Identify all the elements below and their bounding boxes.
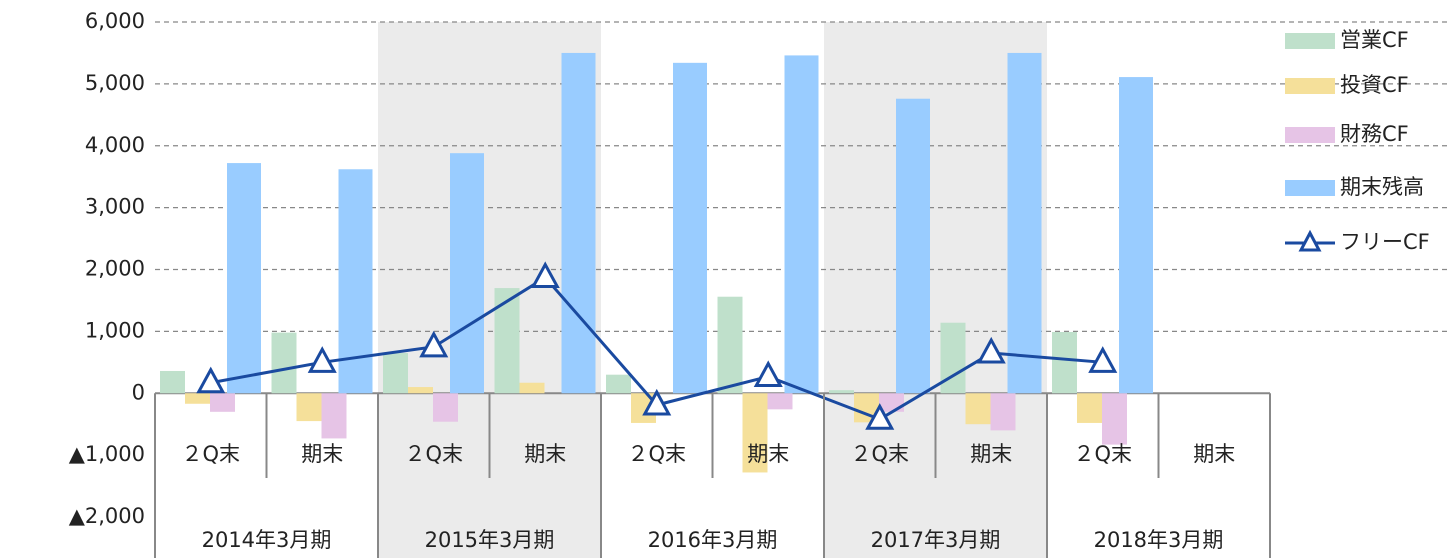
- y-tick-label: 3,000: [85, 195, 145, 219]
- legend-swatch: [1285, 33, 1335, 49]
- bar: [1119, 77, 1153, 394]
- line-marker: [419, 330, 449, 358]
- bar: [1077, 393, 1102, 423]
- group-label: 2017年3月期: [871, 528, 1001, 552]
- bar: [296, 393, 322, 422]
- bar: [965, 393, 991, 425]
- bar: [383, 353, 408, 394]
- bar: [321, 393, 347, 439]
- y-tick-label: 1,000: [85, 318, 145, 342]
- bar: [990, 393, 1016, 431]
- x-tick-label: ２Q末: [627, 442, 686, 466]
- y-tick-label: 6,000: [85, 9, 145, 33]
- bar: [742, 393, 768, 473]
- x-tick-label: ２Q末: [181, 442, 240, 466]
- bar: [896, 98, 930, 394]
- bar: [784, 55, 819, 394]
- line-marker: [642, 388, 672, 416]
- legend-label: 投資CF: [1340, 73, 1409, 97]
- bar: [271, 332, 297, 394]
- bar: [673, 62, 707, 394]
- legend-label: 期末残高: [1340, 175, 1424, 199]
- x-tick-label: ２Q末: [850, 442, 909, 466]
- y-tick-label: 0: [132, 380, 145, 404]
- x-tick-label: 期末: [524, 442, 566, 466]
- bar: [717, 296, 743, 394]
- x-tick-label: ２Q末: [1073, 442, 1132, 466]
- bar: [1007, 52, 1042, 394]
- y-tick-label: ▲1,000: [69, 442, 145, 466]
- x-tick-label: 期末: [970, 442, 1012, 466]
- legend-marker: [1298, 229, 1322, 252]
- group-label: 2018年3月期: [1094, 528, 1224, 552]
- line-marker: [196, 366, 226, 394]
- legend-swatch: [1285, 78, 1335, 94]
- legend-label: 財務CF: [1340, 122, 1409, 146]
- bar: [408, 387, 433, 394]
- x-tick-label: 期末: [1193, 442, 1235, 466]
- line-marker: [307, 346, 337, 373]
- line-marker: [530, 261, 560, 289]
- bar: [829, 390, 854, 394]
- bar: [185, 393, 210, 404]
- legend-swatch: [1285, 180, 1335, 196]
- line-marker: [865, 403, 895, 430]
- bar: [1102, 393, 1127, 445]
- bar: [561, 52, 596, 394]
- bar: [450, 153, 484, 394]
- y-tick-label: 2,000: [85, 257, 145, 281]
- bar: [433, 393, 458, 422]
- bar: [210, 393, 235, 412]
- group-label: 2016年3月期: [648, 528, 778, 552]
- bar: [1052, 331, 1077, 394]
- bar: [606, 374, 631, 394]
- x-tick-label: ２Q末: [404, 442, 463, 466]
- y-tick-label: ▲2,000: [69, 504, 145, 528]
- y-tick-label: 5,000: [85, 71, 145, 95]
- legend-label: フリーCF: [1340, 230, 1430, 254]
- line-marker: [1088, 346, 1118, 373]
- bar: [494, 288, 520, 394]
- group-label: 2015年3月期: [425, 528, 555, 552]
- legend-swatch: [1285, 127, 1335, 143]
- bar: [767, 393, 793, 410]
- line-marker: [976, 336, 1006, 364]
- x-tick-label: 期末: [747, 442, 789, 466]
- bar: [519, 382, 545, 394]
- x-tick-label: 期末: [301, 442, 343, 466]
- legend-label: 営業CF: [1340, 28, 1409, 52]
- bar: [227, 163, 261, 394]
- bar: [160, 370, 185, 394]
- group-label: 2014年3月期: [202, 528, 332, 552]
- line-marker: [753, 360, 783, 388]
- y-tick-label: 4,000: [85, 133, 145, 157]
